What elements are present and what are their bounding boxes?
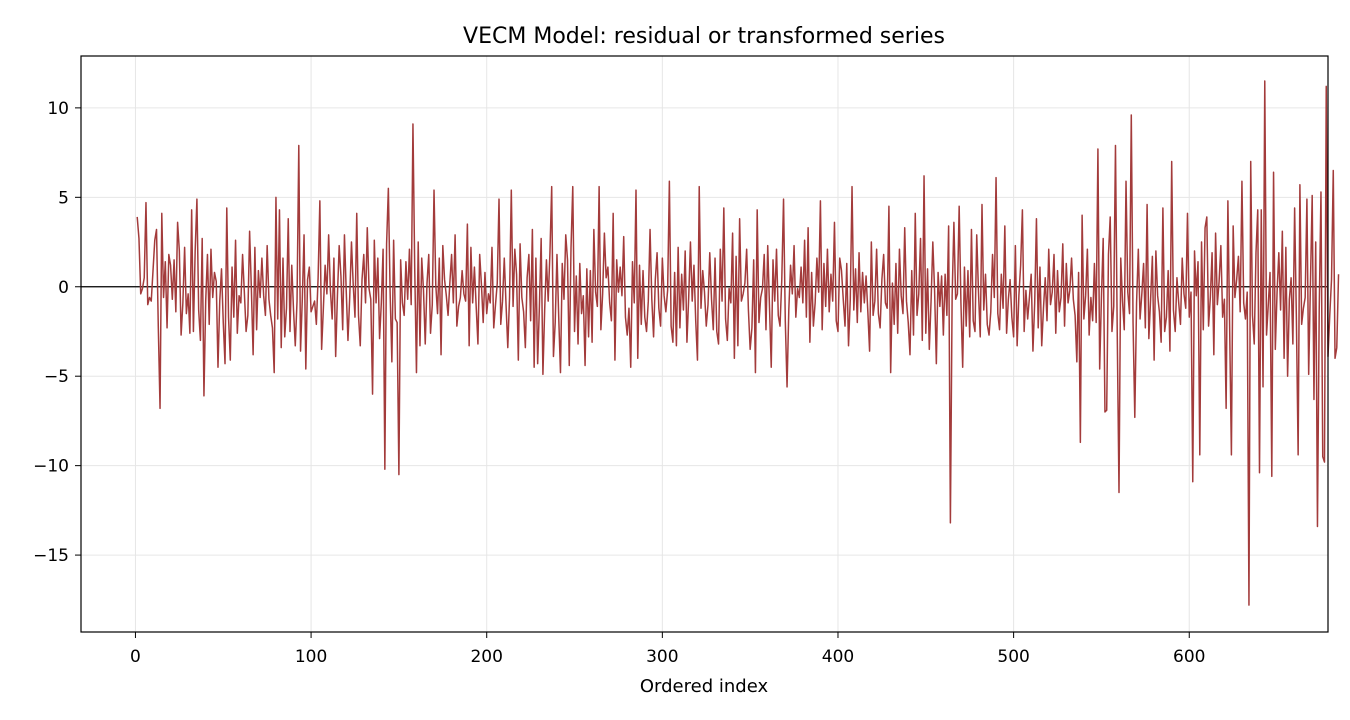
y-tick-label: 0	[58, 278, 69, 298]
y-axis-ticks: 10 5 0 −5 −10 −15	[33, 99, 81, 566]
plot-frame	[80, 55, 1329, 633]
x-tick-label: 0	[130, 647, 141, 667]
x-tick-label: 400	[822, 647, 854, 667]
y-tick-label: 10	[47, 99, 69, 119]
x-tick-label: 100	[295, 647, 327, 667]
y-tick-label: −10	[33, 457, 69, 477]
x-tick-label: 200	[470, 647, 502, 667]
x-axis-ticks: 0 100 200 300 400 500 600	[130, 632, 1205, 667]
y-tick-label: −15	[33, 546, 69, 566]
y-tick-label: 5	[58, 188, 69, 208]
chart-title: VECM Model: residual or transformed seri…	[463, 24, 945, 49]
x-tick-label: 600	[1173, 647, 1205, 667]
x-tick-label: 300	[646, 647, 678, 667]
x-tick-label: 500	[997, 647, 1029, 667]
x-axis-title: Ordered index	[640, 676, 769, 697]
series-line	[136, 80, 1340, 606]
y-tick-label: −5	[44, 367, 69, 387]
series-layer	[136, 80, 1340, 606]
